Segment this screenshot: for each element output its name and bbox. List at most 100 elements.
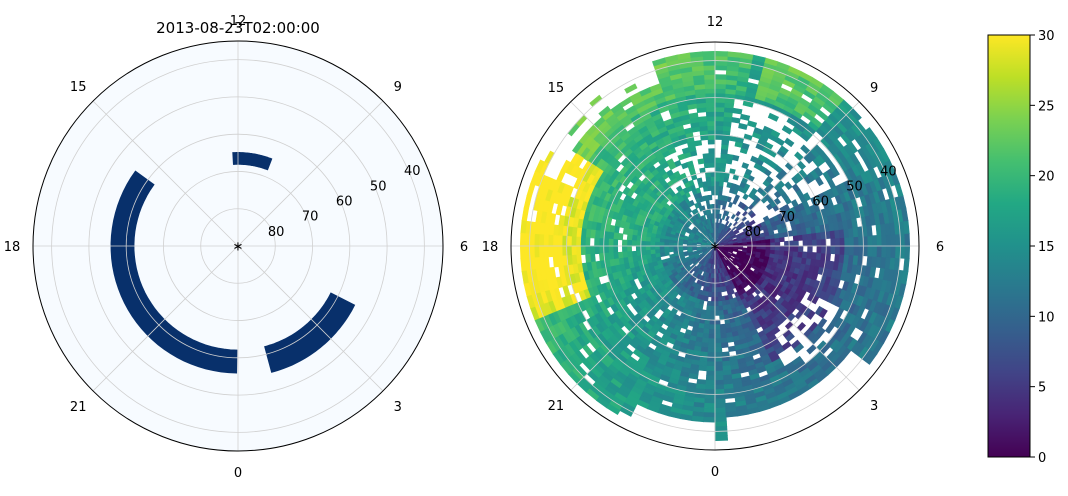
heatmap-cell: [529, 245, 535, 259]
heatmap-cell: [640, 240, 646, 247]
heatmap-cell: [635, 240, 642, 247]
r-tick-label: 60: [812, 195, 829, 210]
heatmap-cell: [708, 338, 716, 344]
heatmap-cell: [774, 241, 781, 247]
heatmap-cell: [750, 187, 758, 195]
heatmap-cell: [645, 241, 651, 247]
r-tick-label: 70: [302, 210, 319, 225]
heatmap-cell: [714, 176, 720, 182]
left-theta-ticks: 0 3 6 9 12 15 18 21: [4, 14, 468, 481]
heatmap-cell: [714, 83, 726, 90]
heatmap-cell: [631, 240, 637, 247]
colorbar-tick-label: 20: [1038, 170, 1055, 185]
heatmap-cell: [714, 389, 726, 395]
heatmap-cell: [844, 236, 850, 247]
heatmap-cell: [640, 245, 646, 252]
heatmap-cell: [571, 141, 584, 154]
heatmap-cell: [714, 416, 727, 423]
heatmap-cell: [867, 235, 873, 247]
heatmap-cell: [895, 245, 901, 259]
r-tick-label: 80: [268, 225, 285, 240]
heatmap-cell: [688, 112, 699, 120]
heatmap-cell: [703, 295, 709, 302]
heatmap-cell: [765, 248, 771, 254]
heatmap-cell: [714, 379, 725, 386]
heatmap-cell: [825, 245, 832, 254]
heatmap-cell: [714, 157, 722, 164]
heatmap-cell: [649, 241, 656, 247]
heatmap-cell: [612, 245, 619, 254]
theta-tick-label: 9: [870, 81, 878, 96]
heatmap-cell: [714, 333, 722, 340]
heatmap-cell: [557, 235, 563, 247]
heatmap-cell: [714, 301, 720, 307]
heatmap-cell: [703, 416, 716, 423]
heatmap-cell: [802, 239, 809, 247]
heatmap-cell: [626, 234, 633, 241]
grid-spoke: [92, 245, 239, 392]
heatmap-cell: [718, 185, 724, 192]
pole-marker: ∗: [233, 240, 244, 255]
heatmap-cell: [711, 296, 716, 302]
heatmap-cell: [762, 215, 770, 222]
heatmap-cell: [621, 239, 628, 247]
heatmap-cell: [876, 245, 883, 258]
heatmap-cell: [704, 88, 716, 94]
heatmap-cell: [821, 245, 827, 254]
heatmap-cell: [741, 162, 750, 170]
heatmap-cell: [706, 204, 711, 210]
heatmap-cell: [895, 233, 901, 247]
heatmap-cell: [707, 342, 716, 349]
right-theta-ticks: 0 3 6 9 12 15 18 21: [482, 15, 944, 480]
left-polar-plot: ∗ 0 3 6 9 12 15 18 21 40 50 60 70 80 2013-08-23T02:…: [4, 14, 468, 481]
heatmap-cell: [727, 345, 737, 353]
heatmap-cell: [566, 245, 572, 257]
heatmap-cell: [788, 240, 795, 247]
heatmap-cell: [538, 245, 545, 258]
heatmap-cell: [714, 384, 725, 391]
heatmap-cell: [774, 249, 781, 255]
heatmap-cell: [708, 328, 716, 335]
heatmap-cell: [714, 361, 724, 367]
heatmap-cell: [702, 64, 716, 71]
heatmap-cell: [710, 305, 716, 312]
heatmap-cell: [727, 51, 741, 58]
heatmap-cell: [714, 203, 719, 210]
heatmap-cell: [793, 343, 805, 354]
heatmap-cell: [760, 248, 767, 254]
heatmap-cell: [726, 153, 734, 160]
heatmap-cell: [867, 245, 873, 257]
heatmap-cell: [784, 137, 795, 148]
heatmap-cell: [714, 74, 727, 80]
heatmap-cell: [714, 402, 726, 409]
heatmap-cell: [698, 365, 708, 372]
heatmap-cell: [608, 238, 614, 247]
heatmap-cell: [519, 245, 526, 260]
heatmap-cell: [622, 227, 629, 235]
colorbar-tick-label: 10: [1038, 310, 1055, 325]
heatmap-cell: [830, 245, 836, 255]
r-tick-label: 60: [336, 195, 353, 210]
heatmap-cell: [839, 245, 846, 255]
heatmap-cell: [706, 305, 712, 312]
heatmap-cell: [654, 245, 660, 251]
heatmap-cell: [714, 199, 719, 205]
heatmap-cell: [885, 234, 892, 247]
heatmap-cell: [603, 245, 609, 254]
heatmap-cell: [603, 238, 609, 247]
heatmap-cell: [716, 217, 719, 224]
heatmap-cell: [714, 180, 720, 187]
data-region: [264, 292, 356, 373]
heatmap-cell: [668, 248, 674, 253]
heatmap-cell: [711, 287, 716, 293]
heatmap-cell: [844, 245, 850, 256]
theta-tick-label: 3: [870, 399, 878, 414]
heatmap-cell: [702, 153, 710, 160]
heatmap-cell: [649, 245, 656, 251]
r-tick-label: 50: [370, 179, 387, 194]
heatmap-cell: [704, 398, 716, 404]
heatmap-cell: [543, 234, 549, 247]
heatmap-cell: [707, 352, 716, 358]
grid-spoke: [570, 245, 716, 391]
heatmap-cell: [769, 249, 776, 255]
